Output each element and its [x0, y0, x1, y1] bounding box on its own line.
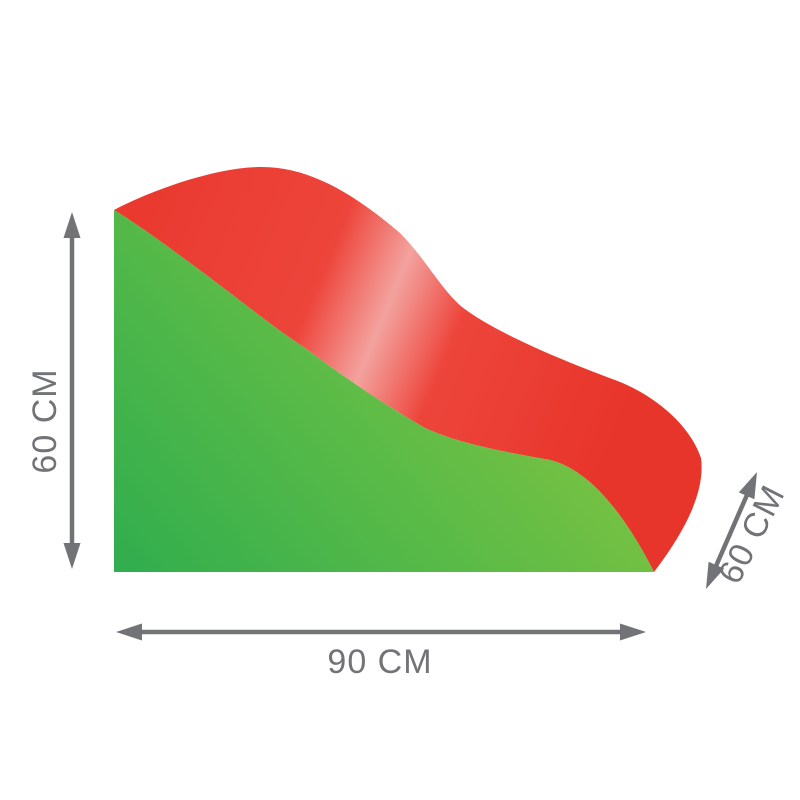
width-dimension-label: 90 CM — [327, 643, 432, 681]
height-dimension-label: 60 CM — [26, 368, 64, 473]
width-dimension-arrow — [116, 623, 646, 641]
height-dimension-arrow — [63, 212, 81, 569]
wedge-front-face — [114, 210, 654, 572]
wedge-top-surface — [114, 167, 702, 572]
depth-dimension-label: 60 CM — [711, 479, 793, 590]
depth-dimension-arrow — [706, 472, 757, 589]
